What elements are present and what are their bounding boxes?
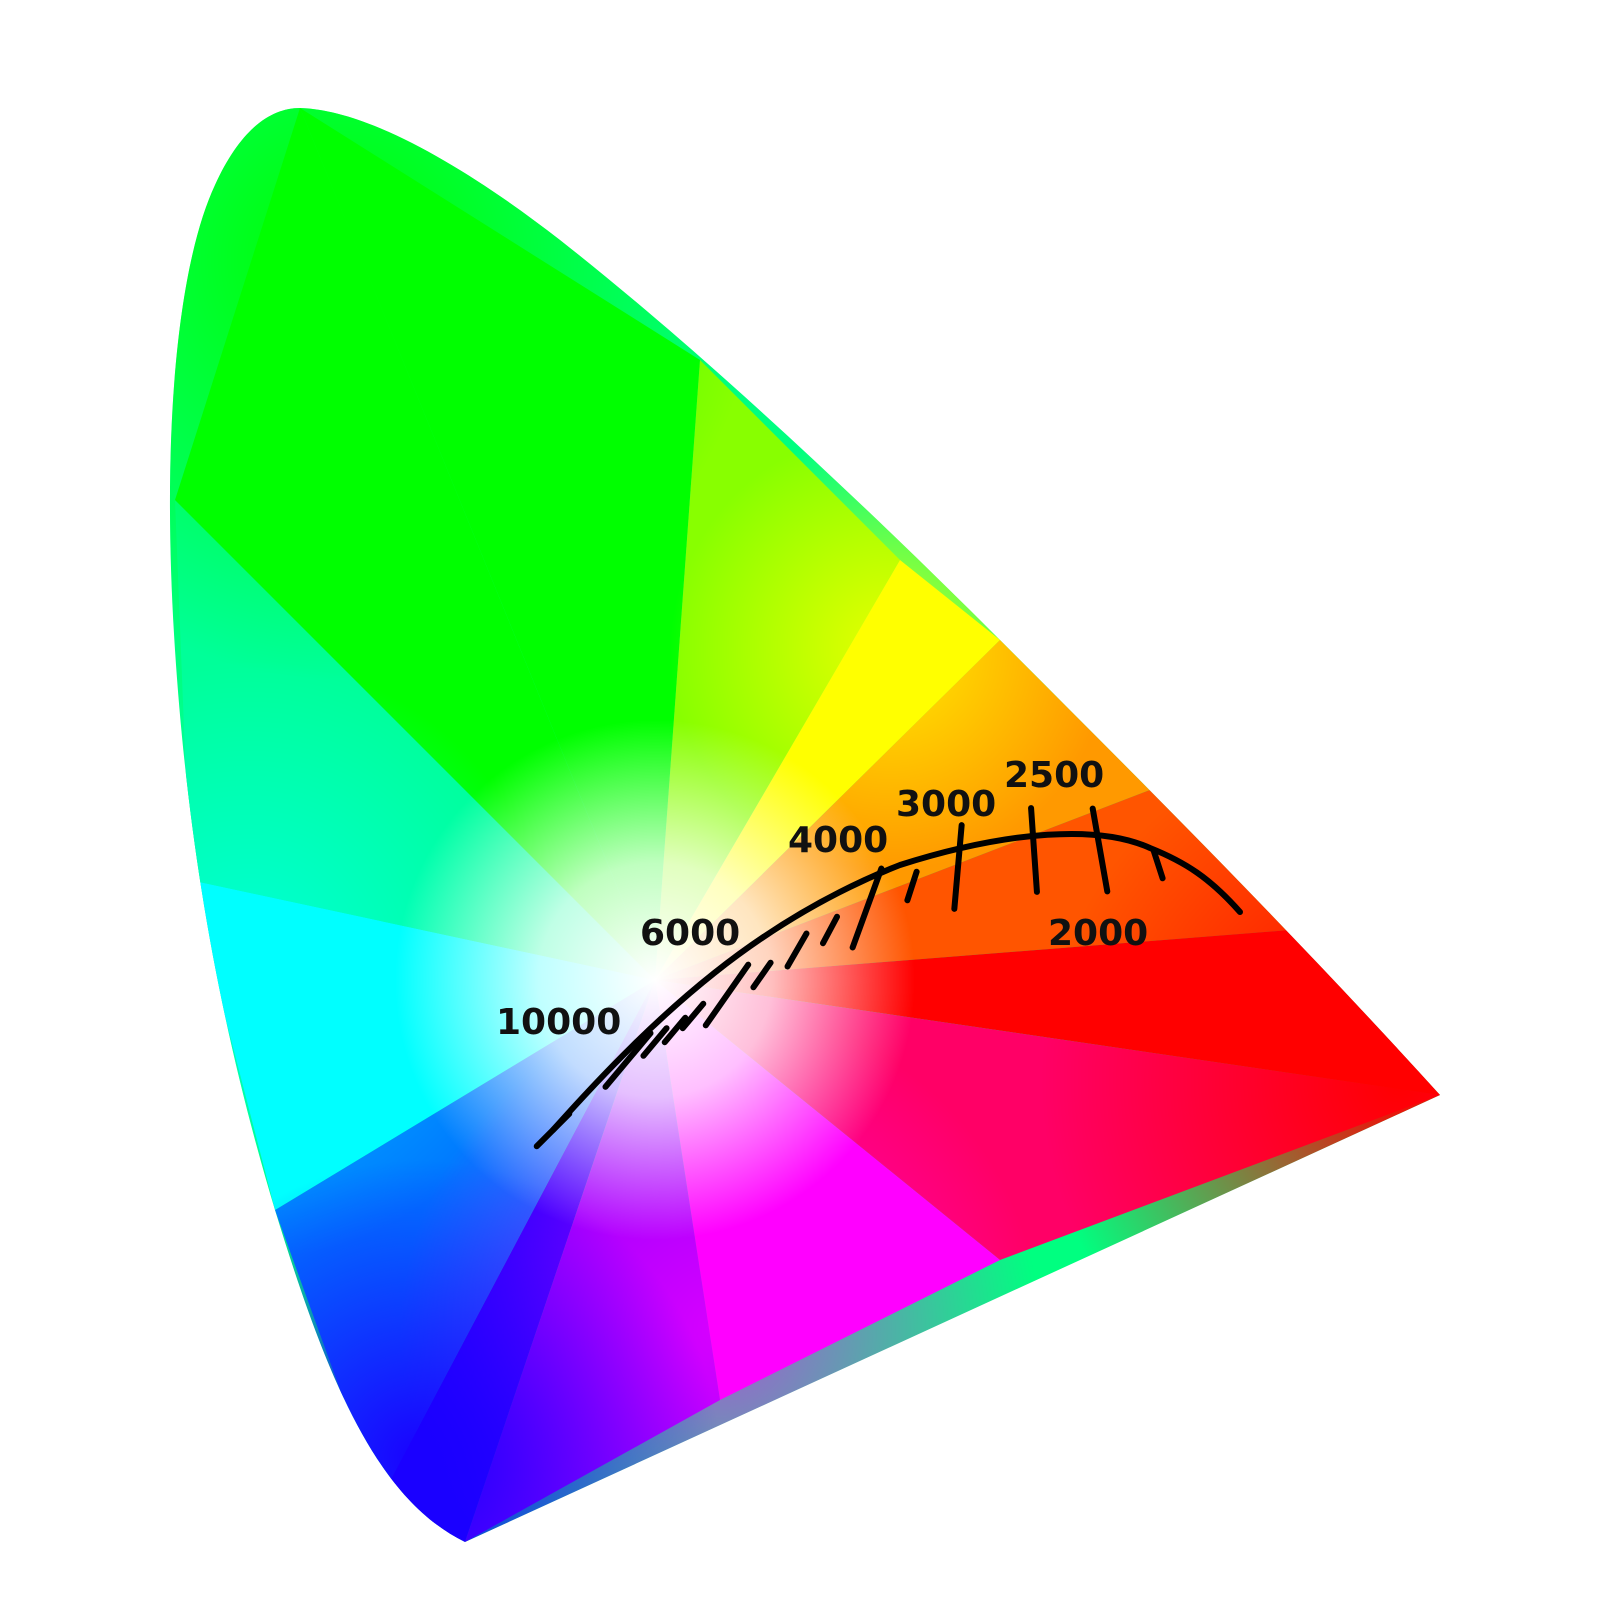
locus-tick-7 (784, 930, 810, 970)
locus-tick-1 (602, 1030, 654, 1090)
locus-tick-0 (533, 1110, 573, 1150)
locus-tick-13 (1089, 805, 1111, 895)
locus-tick-4 (679, 1000, 707, 1032)
locus-tick-2 (640, 1025, 670, 1059)
locus-tick-10 (904, 868, 920, 904)
locus-tick-5 (702, 961, 752, 1029)
label-3000: 3000 (896, 784, 996, 825)
locus-ticks (533, 805, 1166, 1150)
locus-tick-6 (750, 959, 774, 991)
label-6000: 6000 (640, 913, 740, 954)
label-10000: 10000 (496, 1002, 621, 1043)
label-2500: 2500 (1004, 755, 1104, 796)
locus-tick-3 (661, 1014, 689, 1046)
locus-tick-11 (951, 822, 965, 912)
locus-tick-8 (819, 913, 841, 947)
label-4000: 4000 (788, 820, 888, 861)
label-2000: 2000 (1048, 913, 1148, 954)
locus-tick-9 (849, 865, 885, 951)
locus-tick-12 (1028, 805, 1040, 895)
planckian-locus-curve (550, 830, 1243, 1133)
locus-tick-14 (1150, 846, 1166, 882)
